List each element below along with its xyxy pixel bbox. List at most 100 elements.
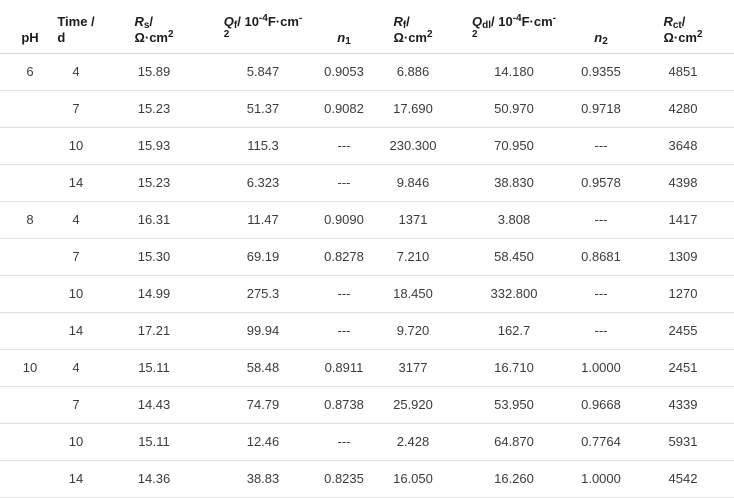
cell-rf: 25.920 (368, 386, 458, 424)
cell-qf: 5.847 (206, 53, 320, 91)
cell-n2: 0.9355 (570, 53, 632, 91)
cell-rs: 15.23 (102, 90, 206, 128)
cell-n2: 0.8681 (570, 238, 632, 276)
table-row-7: 10 14.99 275.3 --- 18.450 332.800 --- 1270 (0, 275, 734, 313)
cell-n2: 0.9578 (570, 164, 632, 202)
cell-rs: 17.21 (102, 312, 206, 350)
cell-rct: 3648 (632, 127, 734, 165)
cell-qf: 69.19 (206, 238, 320, 276)
cell-qf: 58.48 (206, 349, 320, 387)
column-header-label-n2: n2 (594, 29, 608, 47)
cell-qdl: 50.970 (458, 90, 570, 128)
cell-qdl: 3.808 (458, 201, 570, 239)
table-row-5: 8 4 16.31 11.47 0.9090 1371 3.808 --- 1417 (0, 201, 734, 239)
cell-rf: 18.450 (368, 275, 458, 313)
cell-n1: 0.9053 (320, 53, 368, 91)
cell-rf: 2.428 (368, 423, 458, 461)
column-header-ph: pH (0, 0, 50, 54)
cell-rf: 1371 (368, 201, 458, 239)
cell-time: 7 (50, 90, 102, 128)
cell-rs: 14.99 (102, 275, 206, 313)
cell-qf: 38.83 (206, 460, 320, 498)
cell-ph (0, 127, 50, 165)
cell-ph (0, 386, 50, 424)
column-header-label-qf: Qf/ 10-4F·cm- 2 (223, 12, 303, 40)
cell-ph (0, 312, 50, 350)
cell-rct: 1417 (632, 201, 734, 239)
cell-ph (0, 275, 50, 313)
cell-n1: --- (320, 127, 368, 165)
cell-n2: --- (570, 312, 632, 350)
cell-qf: 11.47 (206, 201, 320, 239)
table-row-11: 10 15.11 12.46 --- 2.428 64.870 0.7764 5931 (0, 423, 734, 461)
cell-rs: 14.43 (102, 386, 206, 424)
cell-rs: 14.36 (102, 460, 206, 498)
column-header-n2: n2 (570, 0, 632, 54)
column-header-qf: Qf/ 10-4F·cm- 2 (206, 0, 320, 54)
cell-n2: --- (570, 201, 632, 239)
column-header-qdl: Qdl/ 10-4F·cm- 2 (458, 0, 570, 54)
cell-rs: 15.11 (102, 423, 206, 461)
cell-rct: 1270 (632, 275, 734, 313)
cell-n1: 0.8911 (320, 349, 368, 387)
cell-time: 4 (50, 349, 102, 387)
header-row: pH Time / d Rs/Ω·cm2 Qf/ 10-4F·cm- 2 n1 Rf/Ω·cm… (0, 0, 734, 54)
cell-n1: 0.9082 (320, 90, 368, 128)
cell-rct: 4542 (632, 460, 734, 498)
cell-qdl: 162.7 (458, 312, 570, 350)
table-row-8: 14 17.21 99.94 --- 9.720 162.7 --- 2455 (0, 312, 734, 350)
cell-rs: 15.89 (102, 53, 206, 91)
cell-rf: 9.846 (368, 164, 458, 202)
cell-n2: 0.9668 (570, 386, 632, 424)
column-header-label-rs: Rs/Ω·cm2 (134, 13, 174, 45)
cell-ph (0, 460, 50, 498)
cell-rs: 15.23 (102, 164, 206, 202)
cell-time: 14 (50, 312, 102, 350)
cell-rf: 3177 (368, 349, 458, 387)
cell-qf: 12.46 (206, 423, 320, 461)
cell-qdl: 58.450 (458, 238, 570, 276)
column-header-time: Time / d (50, 0, 102, 54)
table-row-1: 6 4 15.89 5.847 0.9053 6.886 14.180 0.9355 4851 (0, 53, 734, 91)
cell-rct: 5931 (632, 423, 734, 461)
column-header-label-ph: pH (21, 29, 39, 45)
column-header-rf: Rf/Ω·cm2 (368, 0, 458, 54)
table-row-3: 10 15.93 115.3 --- 230.300 70.950 --- 3648 (0, 127, 734, 165)
cell-ph: 6 (0, 53, 50, 91)
cell-ph (0, 164, 50, 202)
cell-ph: 8 (0, 201, 50, 239)
cell-ph (0, 238, 50, 276)
cell-rf: 230.300 (368, 127, 458, 165)
cell-rs: 15.11 (102, 349, 206, 387)
cell-qf: 99.94 (206, 312, 320, 350)
cell-qdl: 14.180 (458, 53, 570, 91)
cell-n1: --- (320, 164, 368, 202)
cell-n2: 1.0000 (570, 349, 632, 387)
cell-n2: --- (570, 275, 632, 313)
cell-qdl: 16.710 (458, 349, 570, 387)
cell-n1: 0.9090 (320, 201, 368, 239)
cell-rf: 6.886 (368, 53, 458, 91)
cell-qdl: 70.950 (458, 127, 570, 165)
cell-rf: 7.210 (368, 238, 458, 276)
column-header-label-qdl: Qdl/ 10-4F·cm- 2 (471, 12, 556, 40)
table-row-10: 7 14.43 74.79 0.8738 25.920 53.950 0.9668 4339 (0, 386, 734, 424)
table-body: 6 4 15.89 5.847 0.9053 6.886 14.180 0.9355 4851 7… (0, 53, 734, 498)
column-header-n1: n1 (320, 0, 368, 54)
cell-time: 4 (50, 201, 102, 239)
cell-rf: 17.690 (368, 90, 458, 128)
column-header-label-time: Time / d (57, 13, 95, 45)
cell-qdl: 64.870 (458, 423, 570, 461)
cell-qf: 275.3 (206, 275, 320, 313)
cell-rs: 15.30 (102, 238, 206, 276)
cell-rct: 1309 (632, 238, 734, 276)
cell-n2: --- (570, 127, 632, 165)
cell-n1: 0.8235 (320, 460, 368, 498)
cell-n2: 0.7764 (570, 423, 632, 461)
cell-n2: 0.9718 (570, 90, 632, 128)
table-row-9: 10 4 15.11 58.48 0.8911 3177 16.710 1.0000 2451 (0, 349, 734, 387)
table-row-4: 14 15.23 6.323 --- 9.846 38.830 0.9578 4398 (0, 164, 734, 202)
cell-time: 4 (50, 53, 102, 91)
cell-time: 14 (50, 460, 102, 498)
column-header-rct: Rct/Ω·cm2 (632, 0, 734, 54)
